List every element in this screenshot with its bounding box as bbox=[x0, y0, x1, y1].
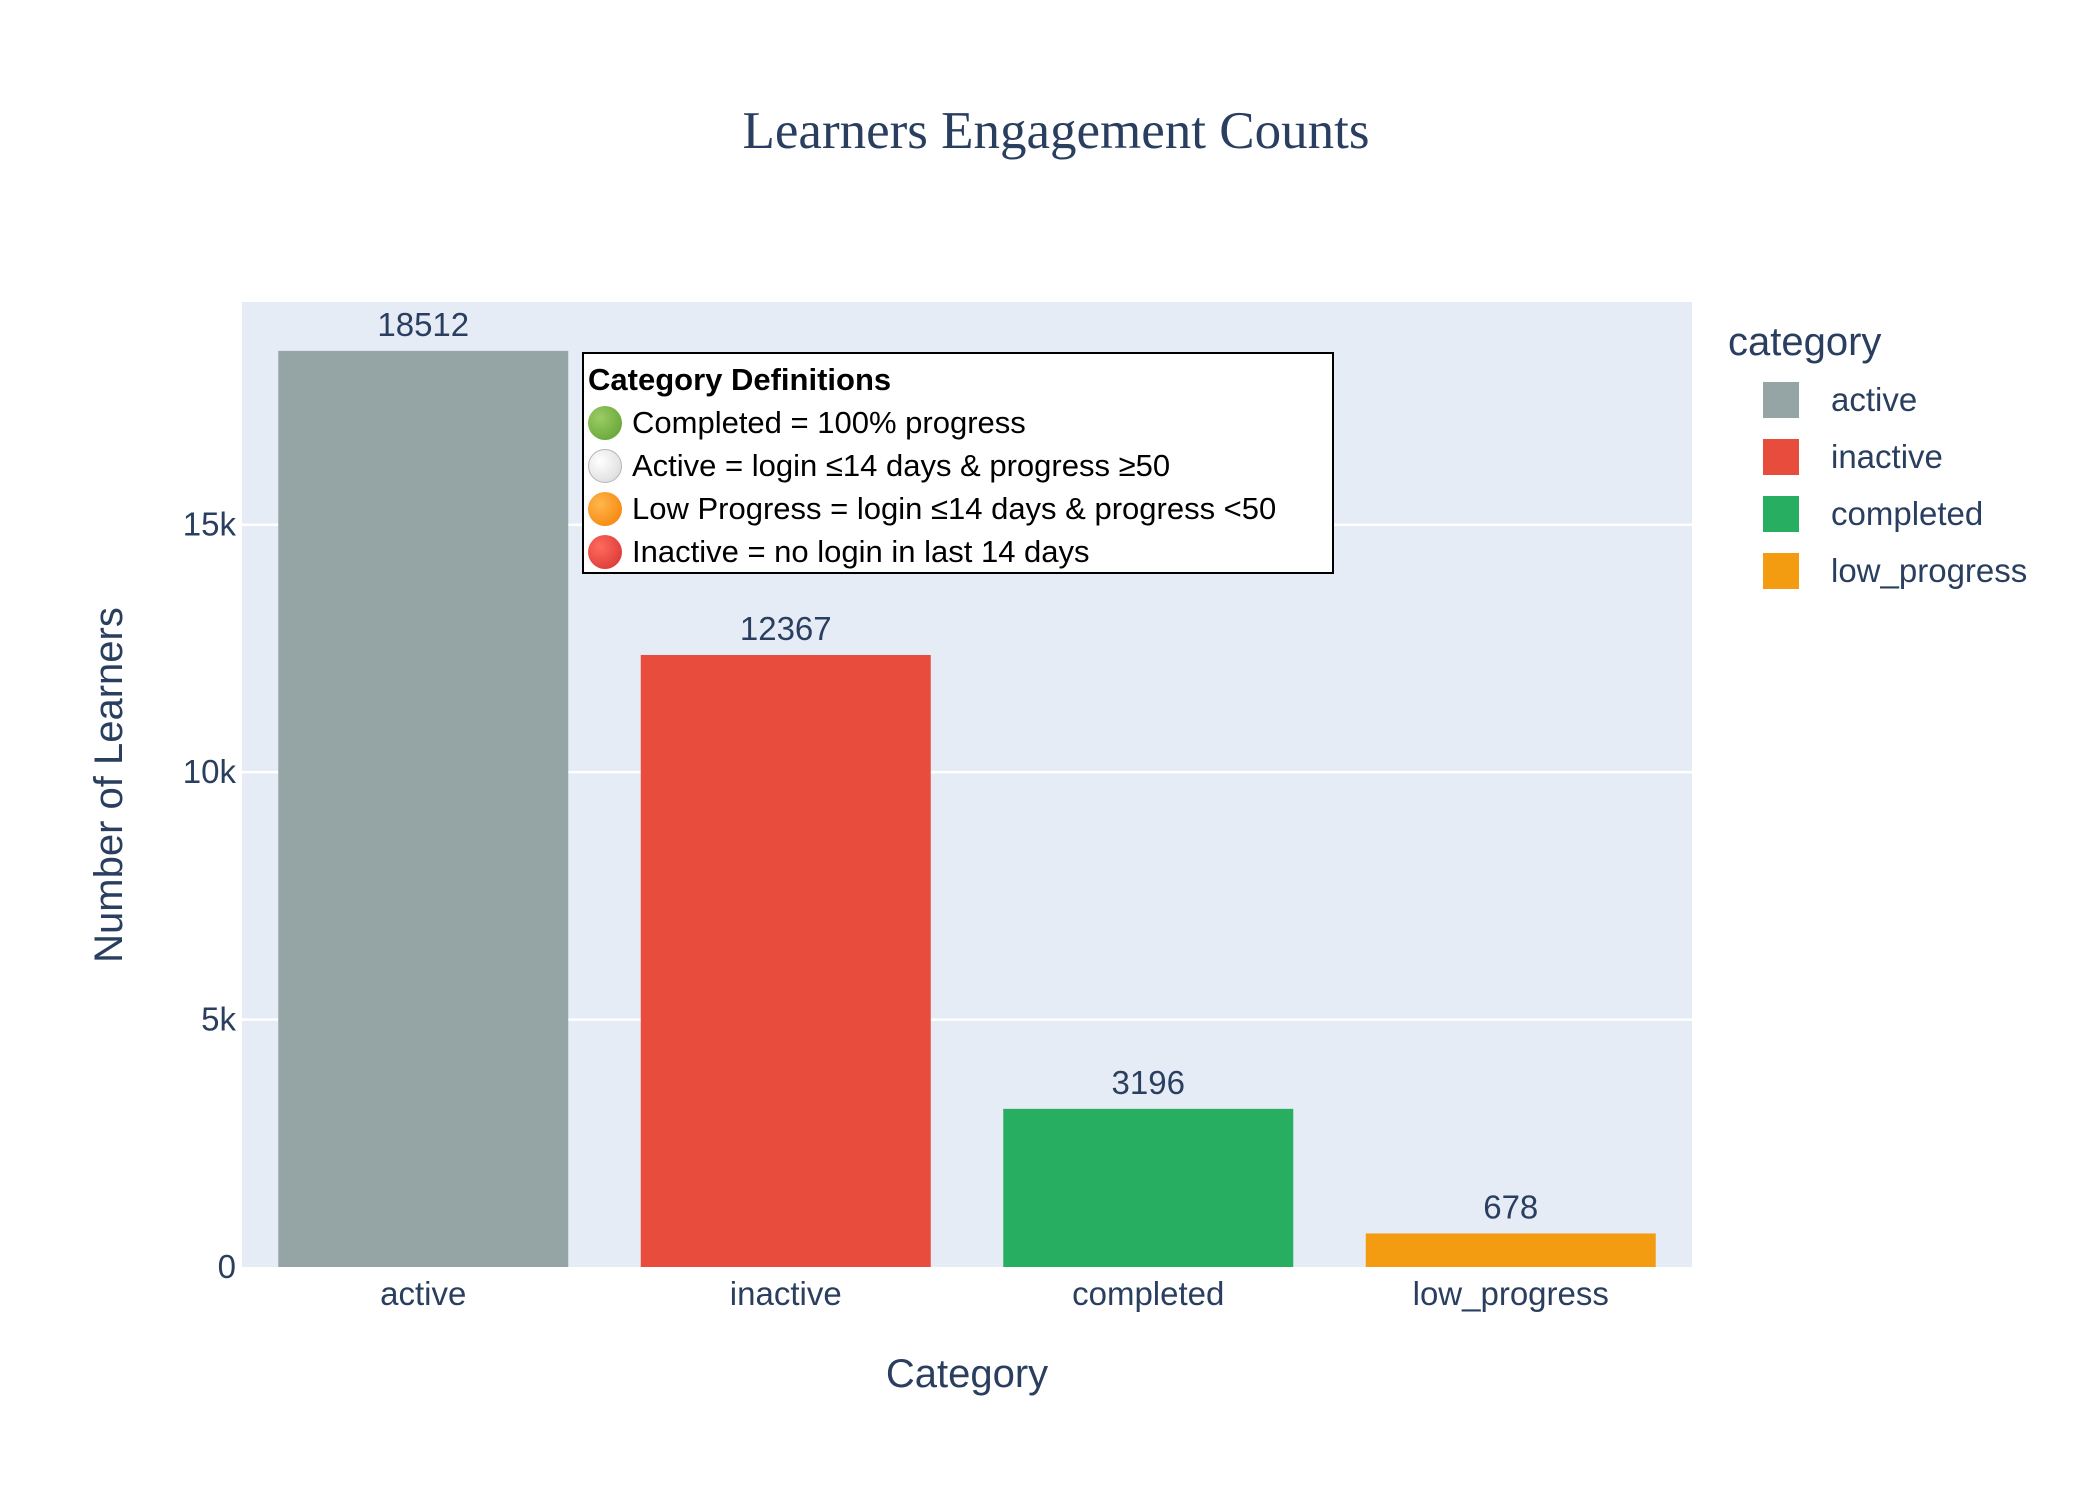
data-labels: 18512 12367 3196 678 bbox=[377, 306, 1538, 1226]
definition-inactive: Inactive = no login in last 14 days bbox=[588, 530, 1332, 573]
legend-item-low_progress[interactable]: low_progress bbox=[1831, 552, 2027, 589]
definition-completed: Completed = 100% progress bbox=[588, 401, 1332, 444]
x-tick-label: completed bbox=[1072, 1275, 1224, 1312]
legend: category active inactive completed low_prog… bbox=[1728, 320, 2027, 589]
white-circle-icon bbox=[588, 448, 622, 483]
orange-circle-icon bbox=[588, 491, 622, 526]
definition-active: Active = login ≤14 days & progress ≥50 bbox=[588, 444, 1332, 487]
x-tick-label: active bbox=[380, 1275, 466, 1312]
legend-swatch[interactable] bbox=[1763, 382, 1799, 418]
legend-item-active[interactable]: active bbox=[1831, 381, 1917, 418]
bar-active[interactable] bbox=[278, 350, 569, 1268]
bar-inactive[interactable] bbox=[640, 654, 931, 1267]
definition-text: Low Progress = login ≤14 days & progress… bbox=[632, 491, 1277, 526]
definition-text: Active = login ≤14 days & progress ≥50 bbox=[632, 448, 1171, 483]
definitions-title: Category Definitions bbox=[588, 362, 892, 397]
x-axis-title: Category bbox=[886, 1352, 1048, 1396]
legend-item-completed[interactable]: completed bbox=[1831, 495, 1983, 532]
y-tick-label: 10k bbox=[183, 753, 237, 790]
data-label: 3196 bbox=[1112, 1064, 1185, 1101]
bar-low_progress[interactable] bbox=[1365, 1233, 1656, 1267]
legend-swatch[interactable] bbox=[1763, 439, 1799, 475]
definition-low-progress: Low Progress = login ≤14 days & progress… bbox=[588, 487, 1332, 530]
bars bbox=[278, 350, 1656, 1268]
data-label: 12367 bbox=[740, 610, 832, 647]
legend-item-inactive[interactable]: inactive bbox=[1831, 438, 1943, 475]
category-definitions-box: Category Definitions Completed = 100% pr… bbox=[582, 352, 1334, 574]
definition-text: Completed = 100% progress bbox=[632, 405, 1026, 440]
legend-title: category bbox=[1728, 320, 1881, 364]
y-axis-title: Number of Learners bbox=[87, 607, 131, 963]
definition-text: Inactive = no login in last 14 days bbox=[632, 534, 1090, 569]
legend-swatch[interactable] bbox=[1763, 496, 1799, 532]
y-tick-label: 5k bbox=[201, 1001, 236, 1038]
chart-title: Learners Engagement Counts bbox=[743, 102, 1370, 160]
y-tick-label: 15k bbox=[183, 506, 237, 543]
x-tick-label: inactive bbox=[730, 1275, 842, 1312]
bar-completed[interactable] bbox=[1003, 1108, 1294, 1267]
red-circle-icon bbox=[588, 534, 622, 569]
green-circle-icon bbox=[588, 405, 622, 440]
data-label: 18512 bbox=[377, 306, 469, 343]
x-tick-label: low_progress bbox=[1413, 1275, 1609, 1312]
legend-swatch[interactable] bbox=[1763, 553, 1799, 589]
data-label: 678 bbox=[1483, 1188, 1538, 1225]
x-tick-labels: active inactive completed low_progress bbox=[380, 1275, 1609, 1312]
y-tick-labels: 0 5k 10k 15k bbox=[183, 506, 237, 1285]
y-tick-label: 0 bbox=[218, 1248, 236, 1285]
